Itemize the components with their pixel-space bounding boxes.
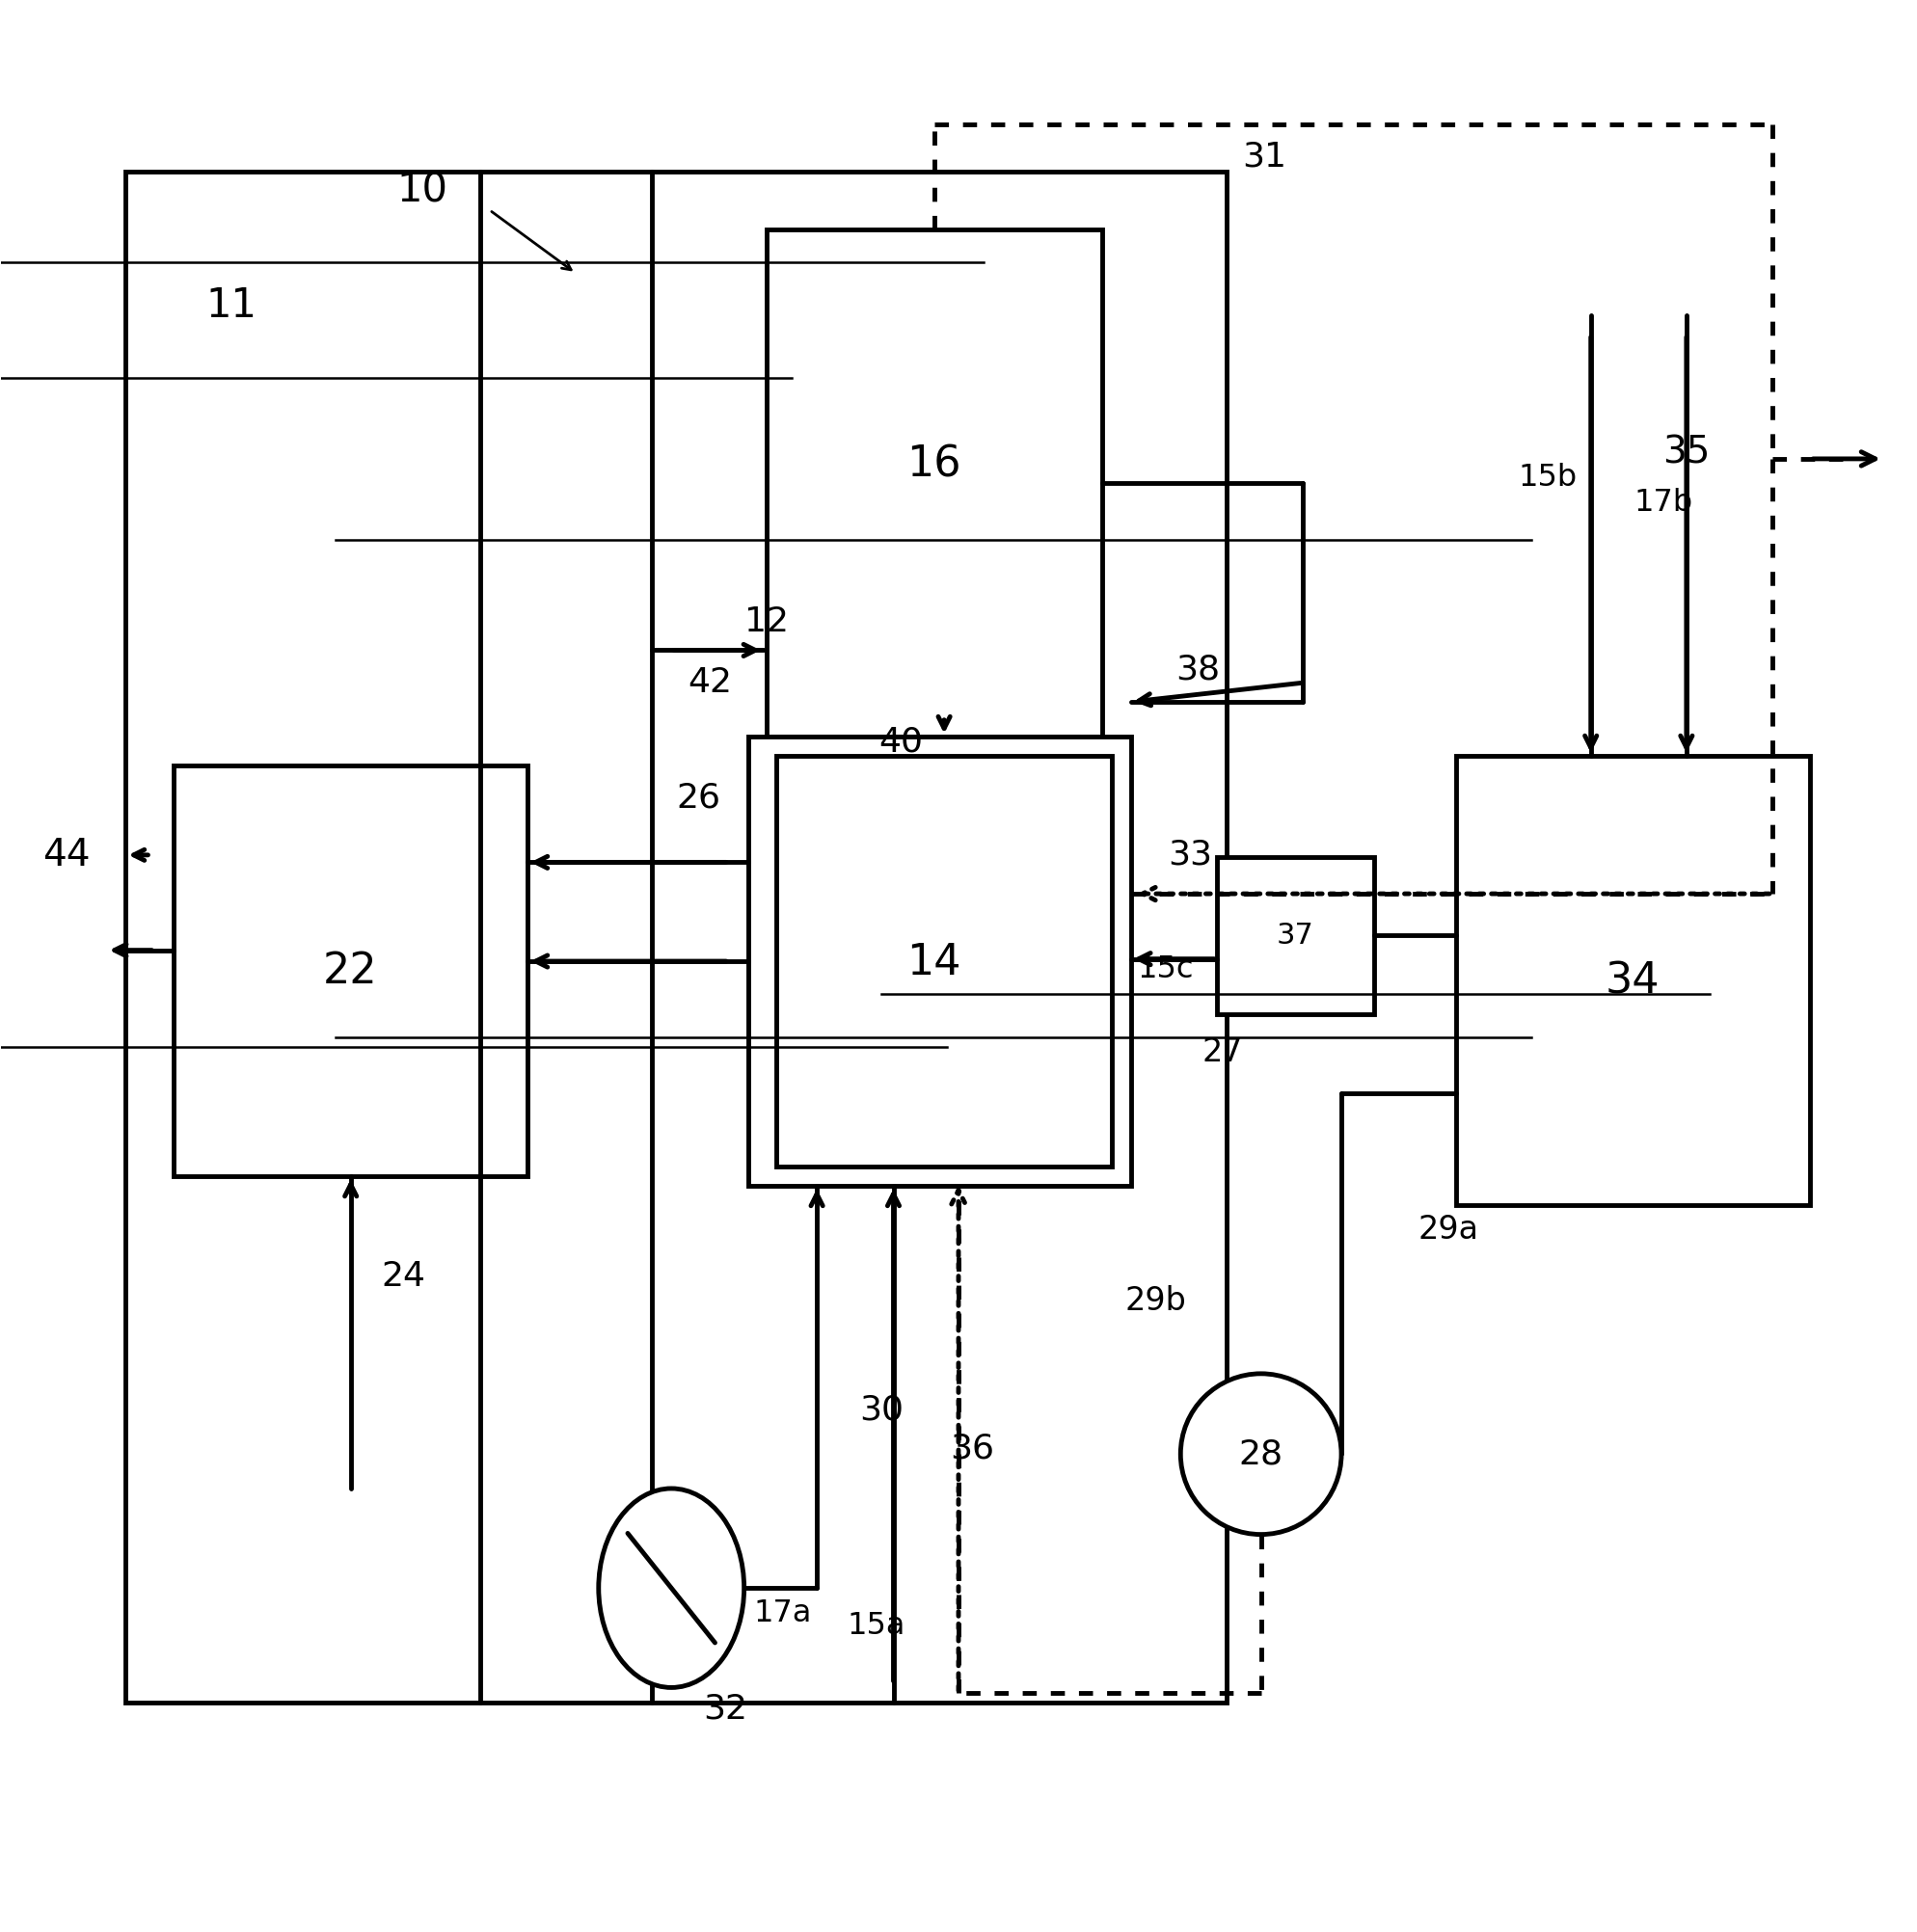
Bar (174, 765, 527, 1177)
Text: 38: 38 (1175, 653, 1219, 686)
Text: 40: 40 (878, 726, 924, 759)
Bar (767, 230, 1102, 736)
Circle shape (1181, 1374, 1342, 1534)
Text: 44: 44 (42, 837, 90, 873)
Bar (776, 755, 1112, 1167)
Text: 17a: 17a (753, 1598, 811, 1629)
Text: 35: 35 (1662, 435, 1710, 471)
Text: 16: 16 (907, 444, 960, 485)
Text: 15a: 15a (847, 1611, 905, 1642)
Ellipse shape (598, 1488, 744, 1687)
Bar (127, 172, 1227, 1702)
Bar (748, 736, 1131, 1186)
Bar (1457, 755, 1810, 1206)
Text: 33: 33 (1167, 838, 1212, 871)
Text: 30: 30 (859, 1393, 905, 1426)
Text: 11: 11 (205, 286, 257, 327)
Text: 15b: 15b (1518, 464, 1578, 493)
Text: 14: 14 (907, 941, 960, 983)
Text: 31: 31 (1242, 139, 1286, 172)
Text: 12: 12 (746, 605, 790, 638)
Text: 42: 42 (688, 667, 732, 699)
Text: 29b: 29b (1125, 1285, 1187, 1318)
Text: 29a: 29a (1419, 1213, 1478, 1246)
Text: 37: 37 (1277, 922, 1315, 949)
Text: 34: 34 (1605, 960, 1660, 1003)
Text: 15c: 15c (1137, 954, 1194, 985)
Text: 36: 36 (949, 1432, 995, 1464)
Text: 10: 10 (397, 170, 449, 211)
Bar (1217, 858, 1374, 1014)
Text: 27: 27 (1202, 1036, 1244, 1068)
Text: 26: 26 (677, 781, 721, 813)
Text: 22: 22 (322, 951, 378, 993)
Text: 24: 24 (381, 1260, 426, 1293)
Text: 17b: 17b (1633, 489, 1693, 518)
Text: 32: 32 (704, 1692, 748, 1725)
Text: 28: 28 (1238, 1437, 1282, 1470)
